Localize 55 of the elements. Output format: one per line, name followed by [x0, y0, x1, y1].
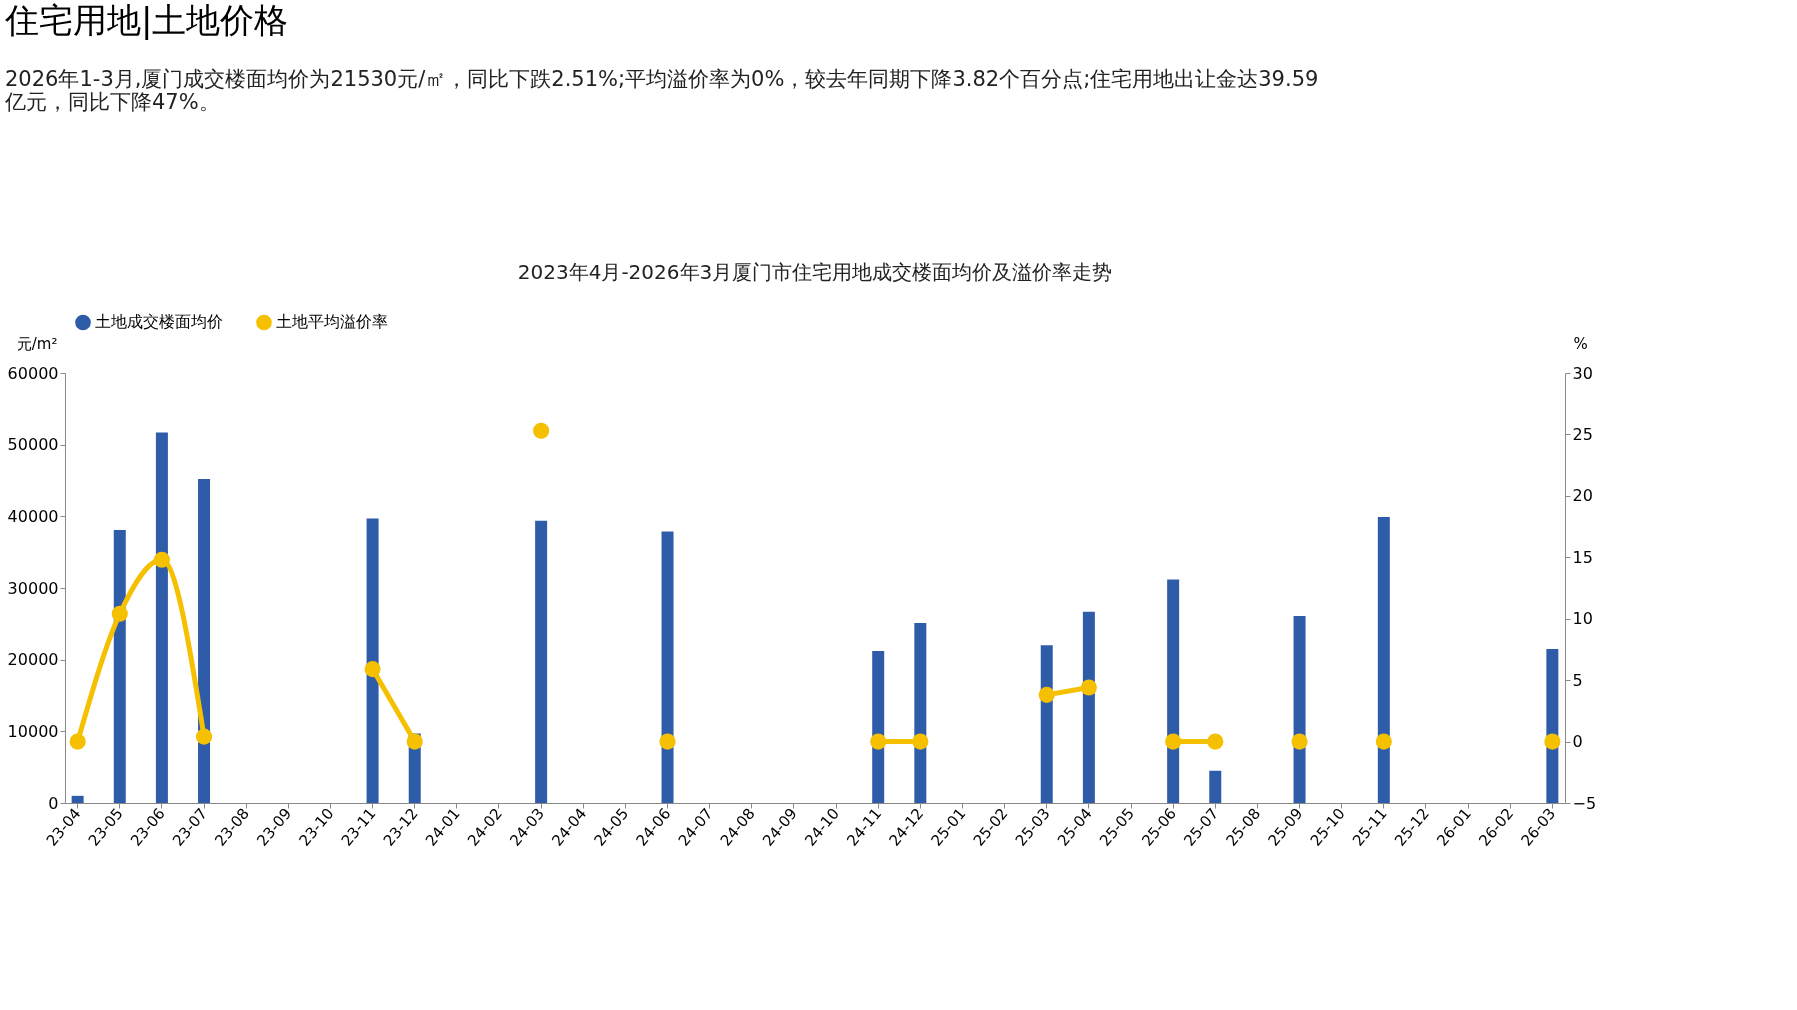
- y-tick-label: 60000: [7, 363, 59, 383]
- y2-tick-label: 0: [1572, 732, 1583, 752]
- legend-label: 土地成交楼面均价: [95, 312, 223, 332]
- point: [406, 733, 423, 750]
- bar: [366, 518, 379, 803]
- point: [1291, 733, 1308, 750]
- bar: [872, 651, 885, 803]
- text: 2023年4月-2026年3月厦门市住宅用地成交楼面均价及溢价率走势: [517, 260, 1113, 284]
- point: [69, 733, 86, 750]
- point: [111, 605, 128, 622]
- chart-subtitle: 2026年1-3月,厦门成交楼面均价为21530元/㎡，同比下跌2.51%;平均溢价率为0%，较去年同期下降3.82个百分点;住宅用地出让金达39.59亿元，同比下降47%。: [4, 67, 1319, 114]
- y-axis-title: 元/m²: [16, 334, 58, 353]
- legend-label: 土地平均溢价率: [276, 312, 388, 332]
- bar: [1546, 648, 1559, 803]
- bar: [535, 520, 548, 803]
- y2-tick-label: −5: [1572, 793, 1597, 813]
- point: [153, 551, 170, 568]
- y2-tick-label: 15: [1572, 547, 1593, 567]
- bar: [155, 432, 168, 803]
- bar: [71, 795, 84, 803]
- y-tick-label: 20000: [7, 650, 59, 670]
- bar: [1082, 611, 1095, 803]
- y-tick-label: 10000: [7, 721, 59, 741]
- bar: [1167, 579, 1180, 803]
- y2-axis-title: %: [1573, 334, 1588, 353]
- point: [1080, 679, 1097, 696]
- bar: [1293, 615, 1306, 803]
- bar: [661, 531, 674, 803]
- bar: [1040, 645, 1053, 803]
- point: [659, 733, 676, 750]
- y2-tick-label: 5: [1572, 670, 1583, 690]
- y-tick-label: 50000: [7, 435, 59, 455]
- point: [1544, 733, 1561, 750]
- y2-tick-label: 20: [1572, 486, 1593, 506]
- point: [195, 728, 213, 745]
- y2-tick-label: 30: [1572, 363, 1593, 383]
- bar: [198, 479, 211, 803]
- point: [1207, 733, 1224, 750]
- chart-title: 住宅用地|土地价格: [4, 0, 289, 40]
- y2-tick-label: 10: [1572, 609, 1593, 629]
- bar: [914, 623, 927, 803]
- point: [364, 661, 381, 678]
- point: [870, 733, 887, 750]
- point: [1038, 686, 1055, 703]
- bar: [1377, 517, 1390, 803]
- y-tick-label: 40000: [7, 506, 59, 526]
- point: [1165, 733, 1182, 750]
- y2-tick-label: 25: [1572, 424, 1593, 444]
- bar: [1209, 770, 1222, 803]
- y-tick-label: 30000: [7, 578, 59, 598]
- point: [912, 733, 929, 750]
- y-tick-label: 0: [48, 793, 59, 813]
- bar: [113, 529, 126, 803]
- point: [1375, 733, 1392, 750]
- point: [533, 422, 550, 439]
